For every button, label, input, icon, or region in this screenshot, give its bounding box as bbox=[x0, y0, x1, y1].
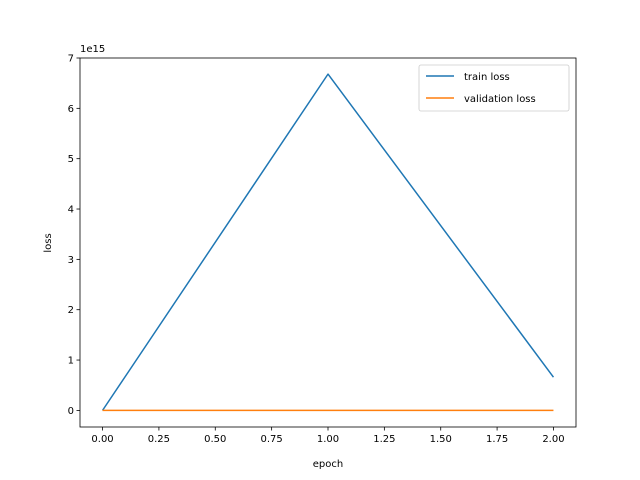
x-tick-label: 0.25 bbox=[148, 434, 170, 445]
y-tick-label: 5 bbox=[68, 154, 74, 165]
y-tick-label: 2 bbox=[68, 305, 74, 316]
y-offset-label: 1e15 bbox=[80, 44, 105, 55]
x-tick-label: 0.50 bbox=[204, 434, 226, 445]
legend-label-train-loss: train loss bbox=[464, 72, 510, 83]
y-tick-label: 4 bbox=[68, 205, 74, 216]
y-axis-ticks: 0 1 2 3 4 5 6 7 bbox=[68, 54, 80, 417]
y-axis-label: loss bbox=[43, 233, 54, 252]
y-tick-label: 7 bbox=[68, 54, 74, 65]
legend: train loss validation loss bbox=[418, 64, 570, 112]
x-tick-label: 0.75 bbox=[261, 434, 283, 445]
legend-box bbox=[418, 64, 570, 112]
x-tick-label: 2.00 bbox=[542, 434, 564, 445]
x-tick-label: 0.00 bbox=[91, 434, 113, 445]
x-tick-label: 1.50 bbox=[430, 434, 452, 445]
plot-area bbox=[80, 58, 576, 427]
series-layer bbox=[101, 73, 555, 412]
x-tick-label: 1.25 bbox=[373, 434, 395, 445]
legend-label-validation-loss: validation loss bbox=[464, 94, 536, 105]
y-tick-label: 0 bbox=[68, 406, 74, 417]
y-tick-label: 1 bbox=[68, 356, 74, 367]
x-axis-label: epoch bbox=[313, 459, 343, 470]
x-tick-label: 1.00 bbox=[317, 434, 339, 445]
series-line-train-loss bbox=[101, 73, 555, 411]
x-tick-label: 1.75 bbox=[486, 434, 508, 445]
y-tick-label: 6 bbox=[68, 104, 74, 115]
y-tick-label: 3 bbox=[68, 255, 74, 266]
x-axis-ticks: 0.00 0.25 0.50 0.75 1.00 1.25 1.50 1.75 2.00 bbox=[91, 427, 565, 445]
